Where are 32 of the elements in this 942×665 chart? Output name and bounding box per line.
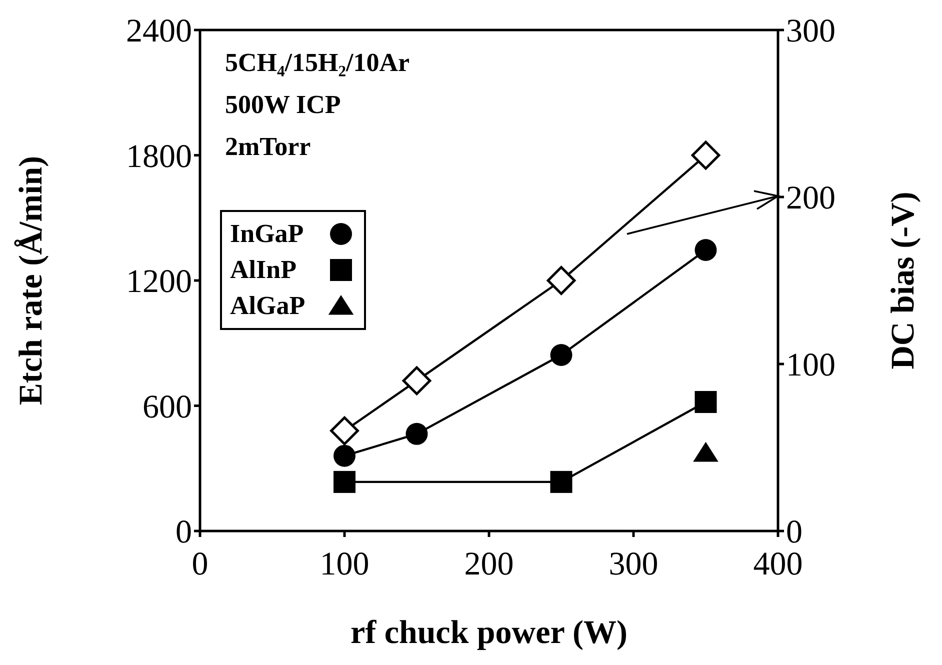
point — [334, 444, 356, 467]
y2-axis-title: DC bias (-V) — [886, 192, 922, 370]
x-axis-title: rf chuck power (W) — [350, 615, 628, 651]
point — [406, 422, 428, 445]
y-axis-title: Etch rate (Å/min) — [14, 156, 50, 406]
annotation: 2mTorr — [225, 131, 312, 163]
point — [693, 442, 718, 462]
point — [694, 239, 717, 262]
legend-label: AlInP — [230, 255, 298, 285]
point — [550, 344, 572, 366]
point — [546, 266, 576, 295]
y-tick-label: 600 — [142, 389, 192, 426]
point — [550, 470, 572, 493]
y-tick-label: 0 — [176, 514, 192, 551]
y-tick-label: 1800 — [126, 138, 192, 175]
point — [402, 366, 432, 396]
legend-label: InGaP — [230, 219, 305, 249]
point — [691, 140, 720, 170]
y2-tick-label: 100 — [786, 348, 836, 384]
annotation: 5CH₄/15H₂/10Ar — [225, 47, 410, 79]
annotation: 500W ICP — [225, 89, 342, 121]
y2-tick-label: 200 — [786, 180, 836, 217]
y2-tick-label: 300 — [786, 14, 836, 50]
x-tick-label: 300 — [608, 546, 658, 582]
y-tick-label: 1200 — [126, 264, 192, 300]
y-tick-label: 2400 — [126, 14, 192, 50]
point — [694, 390, 717, 413]
legend-label: AlGaP — [230, 291, 306, 321]
x-tick-label: 100 — [320, 546, 370, 582]
point — [334, 470, 356, 493]
x-tick-label: 200 — [464, 546, 514, 582]
point — [330, 416, 359, 446]
